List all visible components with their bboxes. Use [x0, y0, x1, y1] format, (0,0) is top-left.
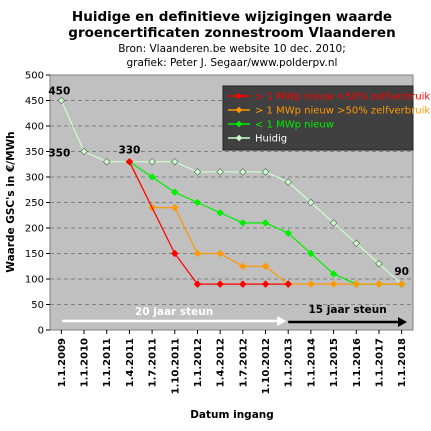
- series-marker: [352, 239, 361, 248]
- x-tick-label: 1.1.2017: [374, 338, 385, 387]
- x-tick-label: 1.1.2010: [80, 338, 91, 387]
- chart-title: Huidige en definitieve wijzigingen waard…: [72, 9, 392, 25]
- y-tick-label: 450: [25, 96, 44, 107]
- series-marker: [125, 157, 134, 166]
- support-period-label: 15 jaar steun: [309, 304, 387, 316]
- y-axis-label: Waarde GSC's in €/MWh: [5, 131, 17, 272]
- series-marker: [171, 203, 179, 212]
- chart-title-line2: groencertificaten zonnestroom Vlaanderen: [68, 25, 395, 41]
- data-annotation: 450: [48, 86, 70, 98]
- series-marker: [329, 280, 338, 288]
- legend-swatch-marker: [235, 106, 243, 114]
- series-marker: [148, 157, 156, 166]
- series-marker: [352, 280, 361, 288]
- series-marker: [284, 229, 292, 237]
- y-tick-label: 200: [25, 224, 44, 235]
- x-tick-label: 1.1.2012: [193, 338, 204, 387]
- series-marker: [239, 168, 247, 176]
- y-tick-label: 50: [31, 300, 44, 311]
- support-period-label: 20 jaar steun: [135, 306, 213, 318]
- x-tick-label: 1.1.2014: [306, 338, 317, 387]
- x-tick-label: 1.1.2009: [57, 338, 68, 387]
- legend-box: [222, 85, 414, 151]
- y-tick-label: 150: [25, 249, 44, 260]
- x-tick-label: 1.10.2011: [170, 338, 181, 394]
- series-line: [60, 100, 403, 285]
- series-marker: [193, 280, 202, 288]
- legend-entry: > 1 MWp nieuw >50% zelfverbruik: [255, 106, 430, 117]
- series-marker: [261, 262, 270, 270]
- y-tick-label: 400: [25, 122, 44, 133]
- y-tick-label: 300: [25, 173, 44, 184]
- series-marker: [375, 280, 383, 288]
- x-tick-label: 1.4.2011: [125, 338, 136, 387]
- legend-swatch-marker: [235, 92, 243, 100]
- data-annotation: 90: [394, 266, 409, 278]
- legend-entry: < 1 MWp nieuw: [255, 120, 334, 131]
- series-marker: [216, 280, 224, 288]
- series-marker: [329, 270, 338, 278]
- series-marker: [171, 157, 179, 166]
- y-tick-label: 500: [25, 71, 44, 82]
- series-marker: [216, 208, 224, 217]
- series-marker: [375, 259, 383, 268]
- x-axis-label: Datum ingang: [190, 409, 274, 421]
- series-marker: [329, 219, 338, 227]
- x-tick-label: 1.4.2012: [216, 338, 227, 387]
- legend-entry: Huidig: [255, 134, 287, 145]
- series-marker: [239, 262, 247, 270]
- series-marker: [171, 249, 179, 258]
- series-marker: [102, 157, 111, 166]
- series-marker: [193, 198, 202, 207]
- series-marker: [148, 173, 156, 181]
- data-annotation: 330: [118, 145, 140, 157]
- series-marker: [80, 147, 88, 156]
- series-marker: [261, 280, 270, 288]
- series-marker: [239, 219, 247, 227]
- series-marker: [307, 249, 315, 258]
- series-marker: [57, 96, 66, 105]
- series-marker: [193, 249, 202, 258]
- series-marker: [284, 280, 292, 288]
- support-arrow-head: [398, 317, 407, 327]
- series-marker: [307, 198, 315, 207]
- legend-swatch-marker: [235, 134, 243, 142]
- y-tick-label: 100: [25, 275, 44, 286]
- x-tick-label: 1.1.2015: [329, 338, 340, 387]
- series-marker: [171, 188, 179, 197]
- y-tick-label: 0: [38, 326, 44, 337]
- series-marker: [261, 168, 270, 176]
- chart-subtitle: Bron: Vlaanderen.be website 10 dec. 2010…: [118, 43, 346, 55]
- series-marker: [239, 280, 247, 288]
- data-annotation: 350: [48, 148, 70, 160]
- legend-swatch-marker: [235, 120, 243, 128]
- series-marker: [193, 168, 202, 176]
- series-marker: [397, 280, 406, 288]
- series-marker: [284, 178, 292, 186]
- series-marker: [216, 168, 224, 176]
- series-marker: [261, 219, 270, 227]
- x-tick-label: 1.10.2012: [261, 338, 272, 394]
- x-tick-label: 1.7.2012: [238, 338, 249, 387]
- support-arrow-head: [277, 316, 287, 326]
- series-marker: [307, 280, 315, 288]
- y-tick-label: 350: [25, 147, 44, 158]
- y-tick-label: 250: [25, 198, 44, 209]
- x-tick-label: 1.7.2011: [148, 338, 159, 387]
- legend-entry: > 1 MWp nieuw <50% zelfverbruik: [255, 92, 430, 103]
- x-tick-label: 1.1.2011: [102, 338, 113, 387]
- x-tick-label: 1.1.2018: [397, 338, 408, 387]
- x-tick-label: 1.1.2016: [352, 338, 363, 387]
- chart-subtitle-line2: grafiek: Peter J. Segaar/www.polderpv.nl: [127, 57, 338, 69]
- x-tick-label: 1.1.2013: [284, 338, 295, 387]
- series-marker: [216, 249, 224, 258]
